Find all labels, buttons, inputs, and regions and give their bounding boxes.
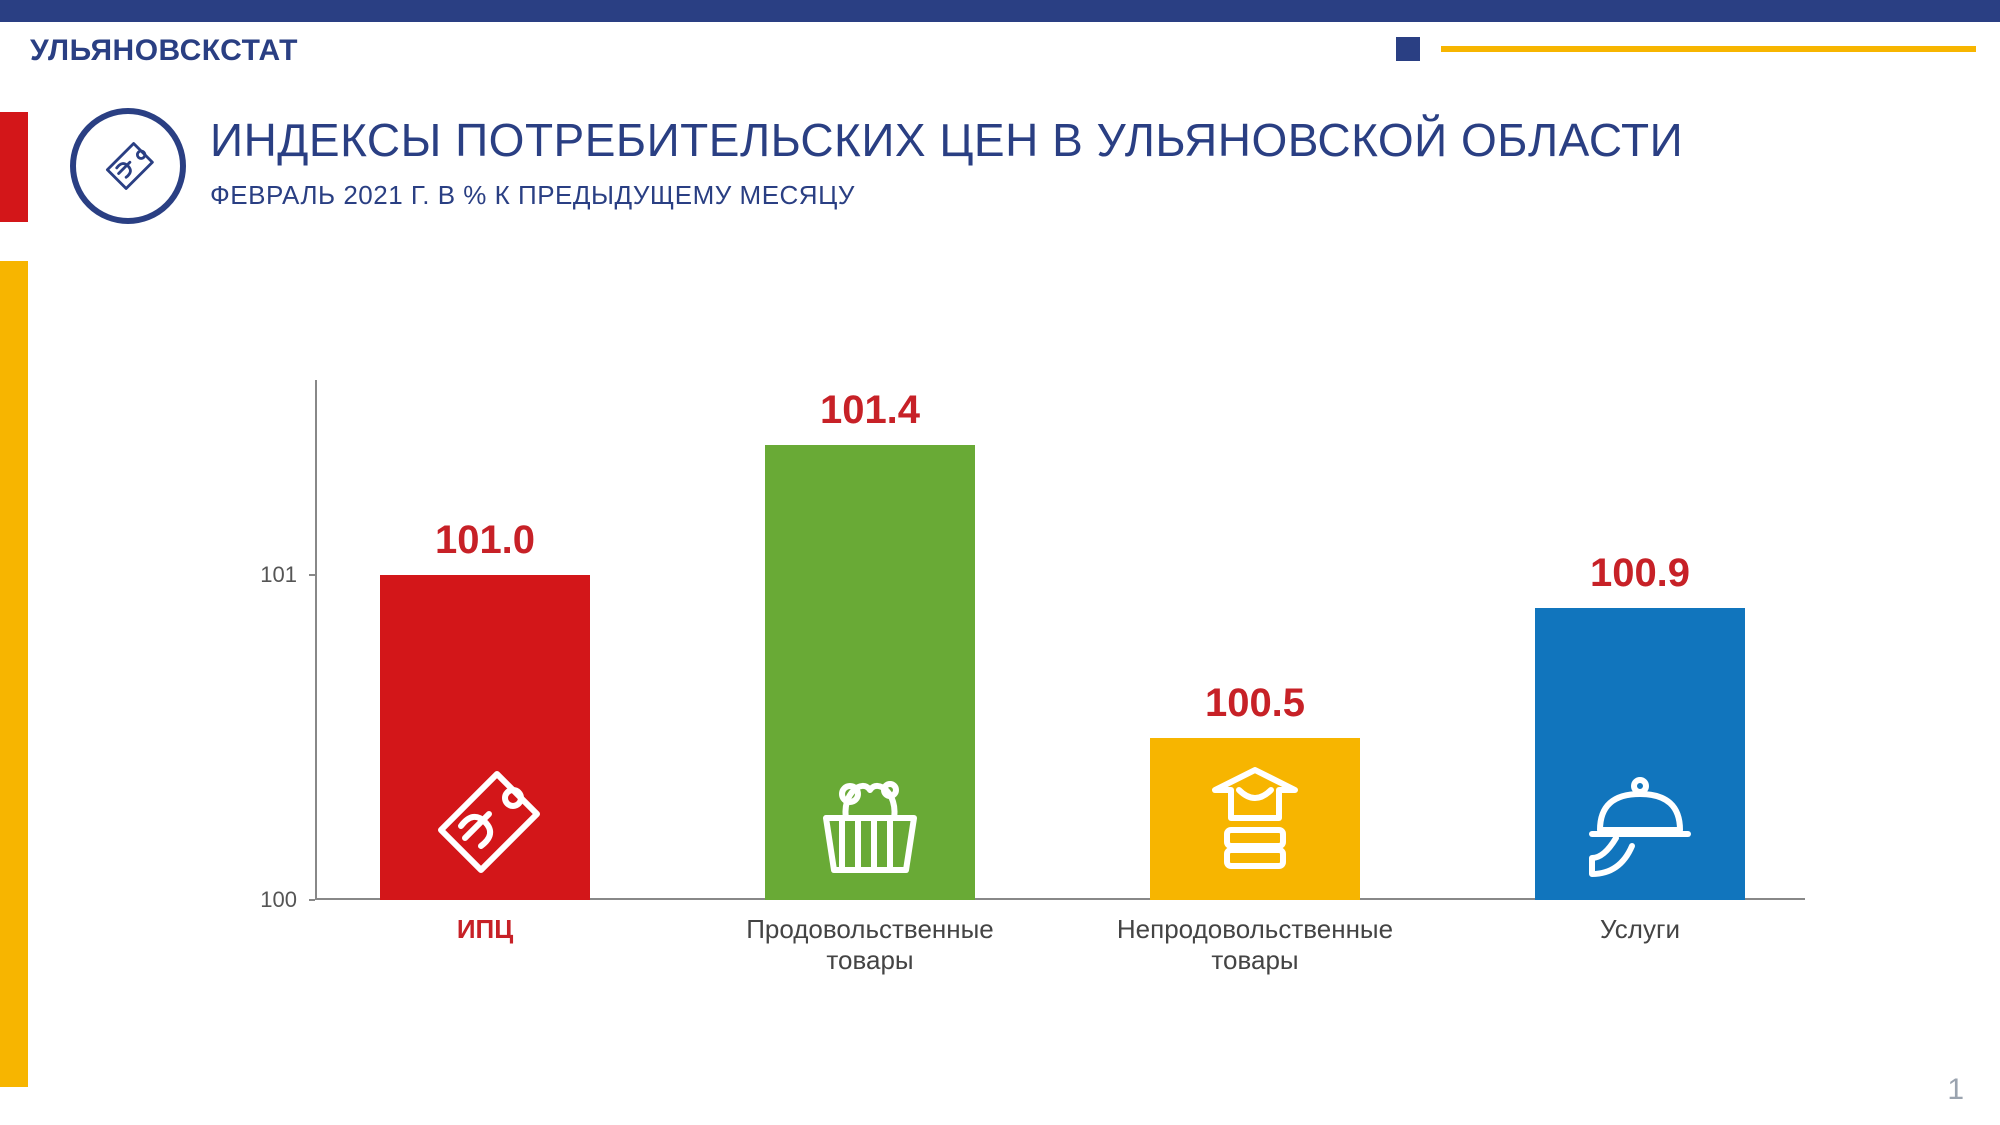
bar-value: 100.5 — [1205, 681, 1305, 726]
clothes-icon — [1191, 758, 1319, 886]
bar-value: 100.9 — [1590, 551, 1690, 596]
top-band — [0, 0, 2000, 22]
price-tag-icon — [421, 758, 549, 886]
y-tick-mark — [309, 574, 315, 576]
bar-value: 101.0 — [435, 518, 535, 563]
price-tag-icon — [70, 108, 186, 224]
top-accent-square — [1396, 37, 1420, 61]
org-name: УЛЬЯНОВСКСТАТ — [30, 34, 298, 68]
bar-slot: 100.9Услуги — [1535, 380, 1745, 900]
bar-rect — [1150, 738, 1360, 901]
y-tick-mark — [309, 899, 315, 901]
page-title: ИНДЕКСЫ ПОТРЕБИТЕЛЬСКИХ ЦЕН В УЛЬЯНОВСКО… — [210, 113, 1683, 167]
grocery-basket-icon — [806, 758, 934, 886]
left-accent-red — [0, 112, 28, 222]
bar-slot: 100.5Непродовольственные товары — [1150, 380, 1360, 900]
bar-label: Услуги — [1475, 914, 1805, 945]
bar-rect — [765, 445, 975, 900]
page-subtitle: ФЕВРАЛЬ 2021 Г. В % К ПРЕДЫДУЩЕМУ МЕСЯЦУ — [210, 180, 855, 211]
bar-label: Продовольственные товары — [705, 914, 1035, 976]
bar-rect — [380, 575, 590, 900]
y-tick-label: 100 — [260, 887, 297, 913]
left-accent-gold — [0, 261, 28, 1087]
bar-label: Непродовольственные товары — [1090, 914, 1420, 976]
cpi-bar-chart: 100 101 101.0ИПЦ 101.4Продовольственные т… — [245, 380, 1805, 920]
bar-label: ИПЦ — [320, 914, 650, 945]
bar-slot: 101.4Продовольственные товары — [765, 380, 975, 900]
bar-value: 101.4 — [820, 388, 920, 433]
bar-slot: 101.0ИПЦ — [380, 380, 590, 900]
y-axis-line — [315, 380, 317, 900]
top-accent-line — [1441, 46, 1976, 52]
service-tray-icon — [1576, 758, 1704, 886]
bar-rect — [1535, 608, 1745, 901]
y-tick-label: 101 — [260, 562, 297, 588]
page-number: 1 — [1947, 1073, 1964, 1107]
